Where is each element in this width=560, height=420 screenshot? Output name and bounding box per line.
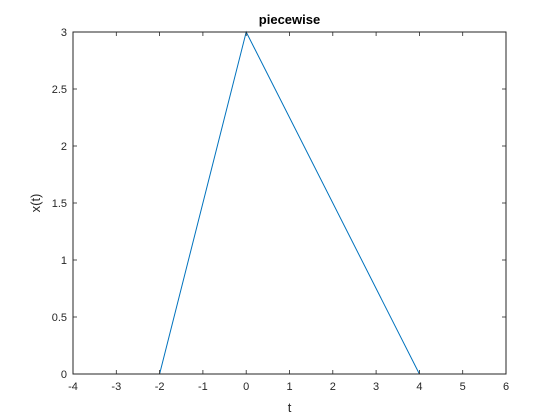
y-tick-label: 0.5 [52,312,67,324]
x-tick-label: -1 [198,381,208,393]
chart-title: piecewise [259,12,320,27]
x-tick-label: 5 [460,381,466,393]
x-axis-ticks: -4 -3 -2 -1 0 1 2 3 4 5 6 [68,32,509,393]
y-tick-label: 0 [61,369,67,381]
x-tick-label: 1 [286,381,292,393]
y-tick-label: 1 [61,255,67,267]
x-tick-label: 6 [503,381,509,393]
x-tick-label: 2 [330,381,336,393]
y-tick-label: 3 [61,27,67,39]
x-tick-label: -4 [68,381,78,393]
y-axis-ticks: 0 0.5 1 1.5 2 2.5 3 [52,27,506,381]
y-tick-label: 1.5 [52,198,67,210]
y-axis-label: x(t) [28,194,43,213]
x-tick-label: 3 [373,381,379,393]
x-tick-label: -2 [155,381,165,393]
plot-area [73,32,506,374]
plot-background-layer [73,32,506,374]
x-tick-label: -3 [111,381,121,393]
y-tick-label: 2.5 [52,84,67,96]
x-tick-label: 4 [416,381,422,393]
x-axis-label: t [288,400,292,415]
y-tick-label: 2 [61,141,67,153]
x-tick-label: 0 [243,381,249,393]
